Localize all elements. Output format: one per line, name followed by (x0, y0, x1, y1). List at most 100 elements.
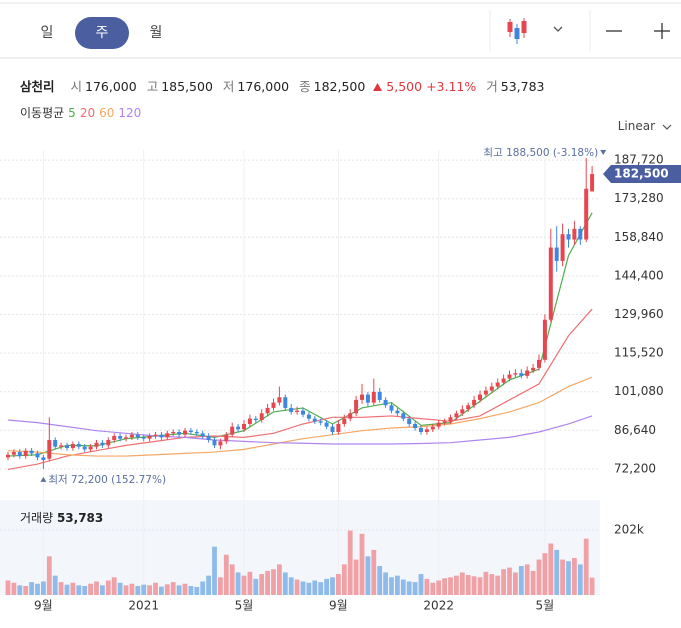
candle-body (501, 378, 506, 383)
change-pct: +3.11% (426, 79, 477, 94)
volume-bar (271, 569, 276, 595)
volume-bar (253, 578, 259, 595)
candle-body (171, 431, 176, 434)
volume-bar (436, 580, 442, 595)
candle-body (277, 397, 282, 403)
volume-bar (412, 582, 418, 595)
volume-bar (336, 574, 341, 595)
scale-mode[interactable]: Linear (617, 119, 655, 133)
volume-bar (548, 543, 554, 595)
candle-body (29, 450, 34, 454)
candle-body (312, 418, 317, 422)
volume-value: 53,783 (56, 511, 104, 525)
tab-selected[interactable]: 주 (75, 17, 129, 49)
y-tick-label: 86,640 (614, 423, 656, 437)
volume-bar (182, 583, 188, 595)
volume-bar (312, 580, 318, 595)
volume-bar (11, 582, 17, 595)
candle-body (578, 228, 583, 240)
volume-bar (76, 585, 82, 595)
candle-body (548, 247, 553, 320)
candle-body (159, 434, 164, 438)
candle-body (295, 410, 300, 412)
ma-legend-item[interactable]: 5 (68, 106, 76, 120)
volume-bar (170, 582, 176, 595)
candle-body (525, 370, 530, 376)
volume-tick-label: 202k (614, 522, 644, 536)
high-note: 최고 188,500 (-3.18%) (483, 147, 598, 159)
chart-type-icon[interactable] (507, 18, 527, 44)
candle-body (572, 228, 577, 240)
dropdown-icon[interactable] (553, 26, 563, 32)
volume-bar (288, 577, 294, 595)
candle-body (348, 413, 353, 419)
volume-bar (353, 559, 359, 595)
candle-body (106, 440, 111, 446)
volume-bar (448, 577, 453, 595)
info-value: 53,783 (500, 79, 545, 94)
candle-body (200, 433, 205, 437)
volume-bar (159, 586, 164, 595)
candle-body (360, 394, 364, 400)
candle-body (141, 437, 146, 439)
volume-bar (530, 570, 536, 595)
volume-bar (82, 585, 88, 595)
volume-bar (247, 571, 253, 595)
candle-body (301, 410, 305, 415)
volume-bar (389, 577, 394, 595)
candle-body (383, 399, 388, 406)
ma-legend-item[interactable]: 120 (118, 106, 142, 120)
candle-body (183, 430, 187, 435)
candle-body (236, 426, 241, 430)
volume-bar (117, 582, 123, 595)
current-price-tag (603, 165, 681, 184)
candle-body (513, 373, 518, 375)
volume-bar (46, 556, 52, 595)
volume-bar (430, 582, 436, 595)
candle-body (413, 423, 418, 428)
volume-bar (206, 575, 211, 595)
y-tick-label: 173,280 (614, 191, 664, 205)
ma-title: 이동평균 (20, 106, 65, 120)
ma-legend-item[interactable]: 60 (99, 106, 115, 120)
volume-bar (513, 572, 518, 595)
tab[interactable]: 월 (149, 25, 163, 41)
volume-bar (241, 575, 247, 595)
ma-line (7, 212, 593, 457)
candle-body (289, 407, 294, 412)
volume-bar (566, 561, 571, 595)
candle-body (41, 457, 46, 461)
volume-bar (23, 585, 29, 595)
candle-body (560, 234, 565, 261)
volume-bar (400, 579, 406, 595)
candle-body (53, 440, 58, 447)
volume-bar (147, 585, 152, 595)
candle-body (472, 399, 477, 406)
candle-body (188, 430, 193, 432)
candle-body (389, 405, 394, 411)
tab[interactable]: 일 (40, 25, 54, 41)
volume-bar (277, 564, 282, 595)
x-tick-label: 9월 (34, 599, 53, 613)
current-price-label: 182,500 (614, 167, 669, 181)
y-tick-label: 115,520 (614, 346, 664, 360)
volume-bar (70, 582, 76, 595)
scale-dropdown-icon[interactable] (662, 124, 672, 130)
ma-legend-item[interactable]: 20 (79, 106, 96, 120)
volume-bar (406, 581, 412, 595)
candle-body (495, 382, 500, 387)
volume-bar (572, 557, 577, 595)
volume-bar (536, 559, 542, 595)
volume-bar (294, 579, 300, 595)
candle-body (76, 444, 81, 447)
candle-body (354, 399, 359, 414)
volume-bar (52, 575, 58, 595)
volume-bar (524, 564, 530, 595)
candle-body (242, 423, 246, 430)
volume-bar (477, 577, 483, 595)
candle-body (507, 374, 512, 379)
volume-bar (442, 578, 447, 595)
volume-bar (418, 574, 424, 595)
zoom-in-icon[interactable] (654, 23, 670, 39)
